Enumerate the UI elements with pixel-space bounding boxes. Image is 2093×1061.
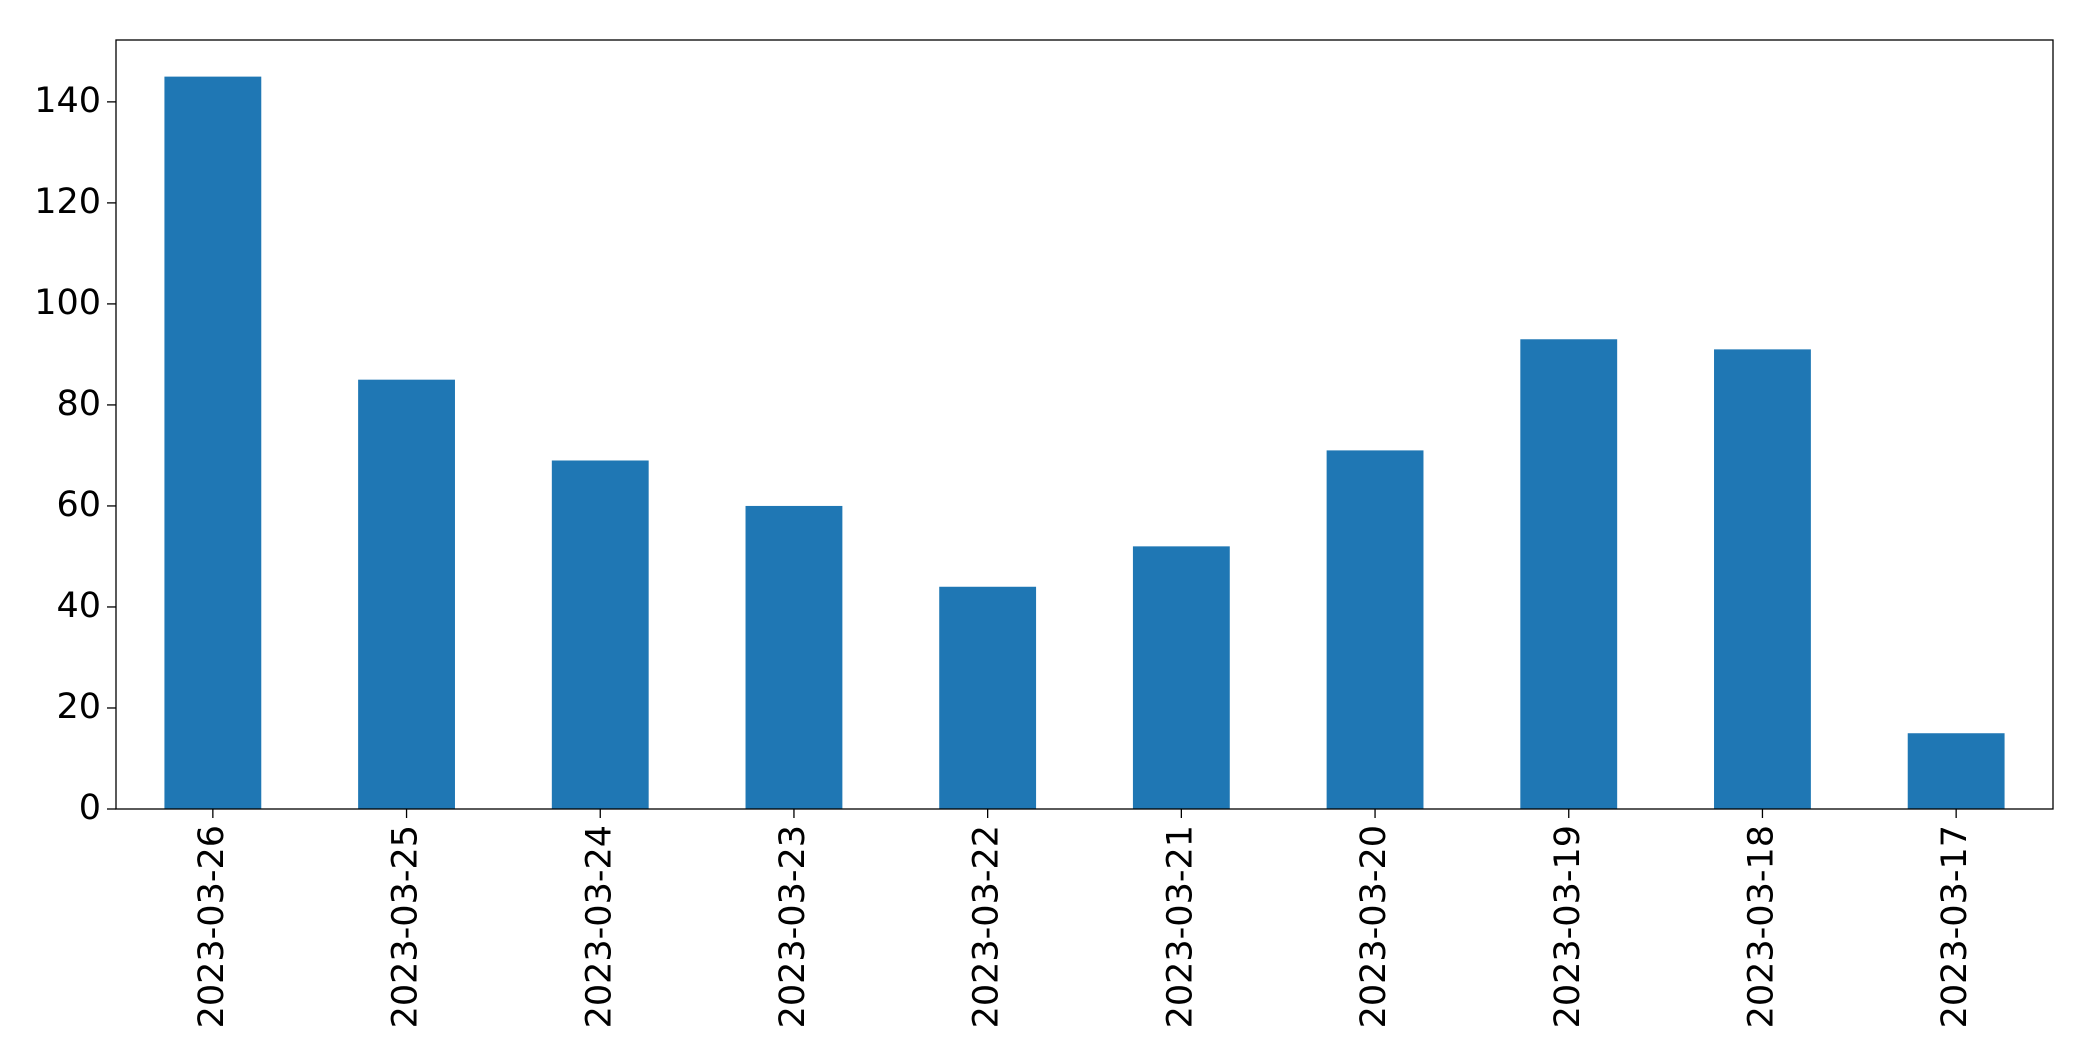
bar xyxy=(1907,733,2005,809)
x-tick-label: 2023-03-21 xyxy=(1160,825,1200,1028)
bar xyxy=(939,586,1037,809)
x-tick-label: 2023-03-23 xyxy=(773,825,813,1028)
x-tick-label: 2023-03-22 xyxy=(967,825,1007,1028)
x-tick-label: 2023-03-20 xyxy=(1354,825,1394,1028)
x-tick-label: 2023-03-17 xyxy=(1935,825,1975,1028)
bar xyxy=(745,505,843,809)
x-tick-label: 2023-03-18 xyxy=(1741,825,1781,1028)
y-tick-label: 140 xyxy=(34,81,101,121)
y-tick-label: 80 xyxy=(56,384,101,424)
bar xyxy=(1520,339,1618,809)
y-tick-label: 120 xyxy=(34,182,101,222)
y-tick-label: 20 xyxy=(56,687,101,727)
x-tick-label: 2023-03-26 xyxy=(192,825,232,1028)
x-tick-label: 2023-03-19 xyxy=(1548,825,1588,1028)
x-tick-label: 2023-03-25 xyxy=(386,825,426,1028)
bar xyxy=(1326,450,1424,809)
y-tick-label: 100 xyxy=(34,283,101,323)
bar xyxy=(1132,546,1230,809)
y-tick-label: 60 xyxy=(56,485,101,525)
bar xyxy=(164,76,262,810)
bar xyxy=(551,460,649,809)
bar xyxy=(358,379,455,809)
plot-frame xyxy=(115,39,2054,810)
y-tick-label: 40 xyxy=(56,586,101,626)
bar xyxy=(1714,349,1811,809)
y-tick-label: 0 xyxy=(79,788,101,828)
x-tick-label: 2023-03-24 xyxy=(579,825,619,1028)
